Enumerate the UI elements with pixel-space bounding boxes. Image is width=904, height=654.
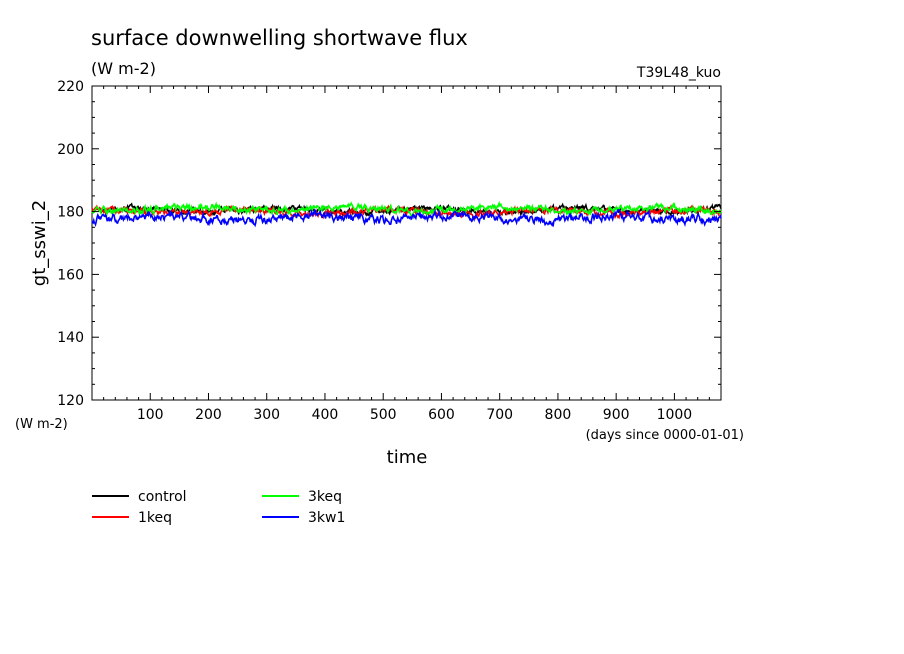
x-tick-label-1000: 1000 [657,407,693,423]
y-tick-label-120: 120 [57,393,84,409]
x-tick-label-700: 700 [486,407,513,423]
plot-area [91,85,722,401]
y-tick-label-160: 160 [57,267,84,283]
x-tick-label-400: 400 [312,407,339,423]
x-tick-label-500: 500 [370,407,397,423]
legend: control 1keq 3keq 3kw1 [92,489,345,526]
axis-layer: 120 140 160 180 200 220 100 200 300 400 500 600 700 8… [57,79,721,423]
x-axis-title: time [387,447,428,468]
legend-label-1keq: 1keq [138,510,172,526]
y-tick-label-200: 200 [57,142,84,158]
legend-label-3kw1: 3kw1 [308,510,345,526]
plot-frame [91,85,722,401]
y-tick-label-180: 180 [57,205,84,221]
y-axis-title: gt_sswi_2 [29,200,50,286]
legend-label-control: control [138,489,187,505]
x-tick-label-100: 100 [137,407,164,423]
chart-title: surface downwelling shortwave flux [91,26,468,50]
y-axis-units: (W m-2) [15,417,68,432]
x-axis-units: (days since 0000-01-01) [586,428,744,443]
legend-label-3keq: 3keq [308,489,342,505]
x-tick-label-300: 300 [253,407,280,423]
x-tick-label-600: 600 [428,407,455,423]
x-tick-label-800: 800 [545,407,572,423]
experiment-label: T39L48_kuo [636,65,721,81]
y-tick-label-220: 220 [57,79,84,95]
series-line-3kw1 [91,208,722,228]
y-tick-label-140: 140 [57,330,84,346]
series-layer [91,200,722,228]
x-tick-label-900: 900 [603,407,630,423]
chart-units: (W m-2) [91,59,156,78]
x-tick-label-200: 200 [195,407,222,423]
series-line-3keq [91,200,722,217]
